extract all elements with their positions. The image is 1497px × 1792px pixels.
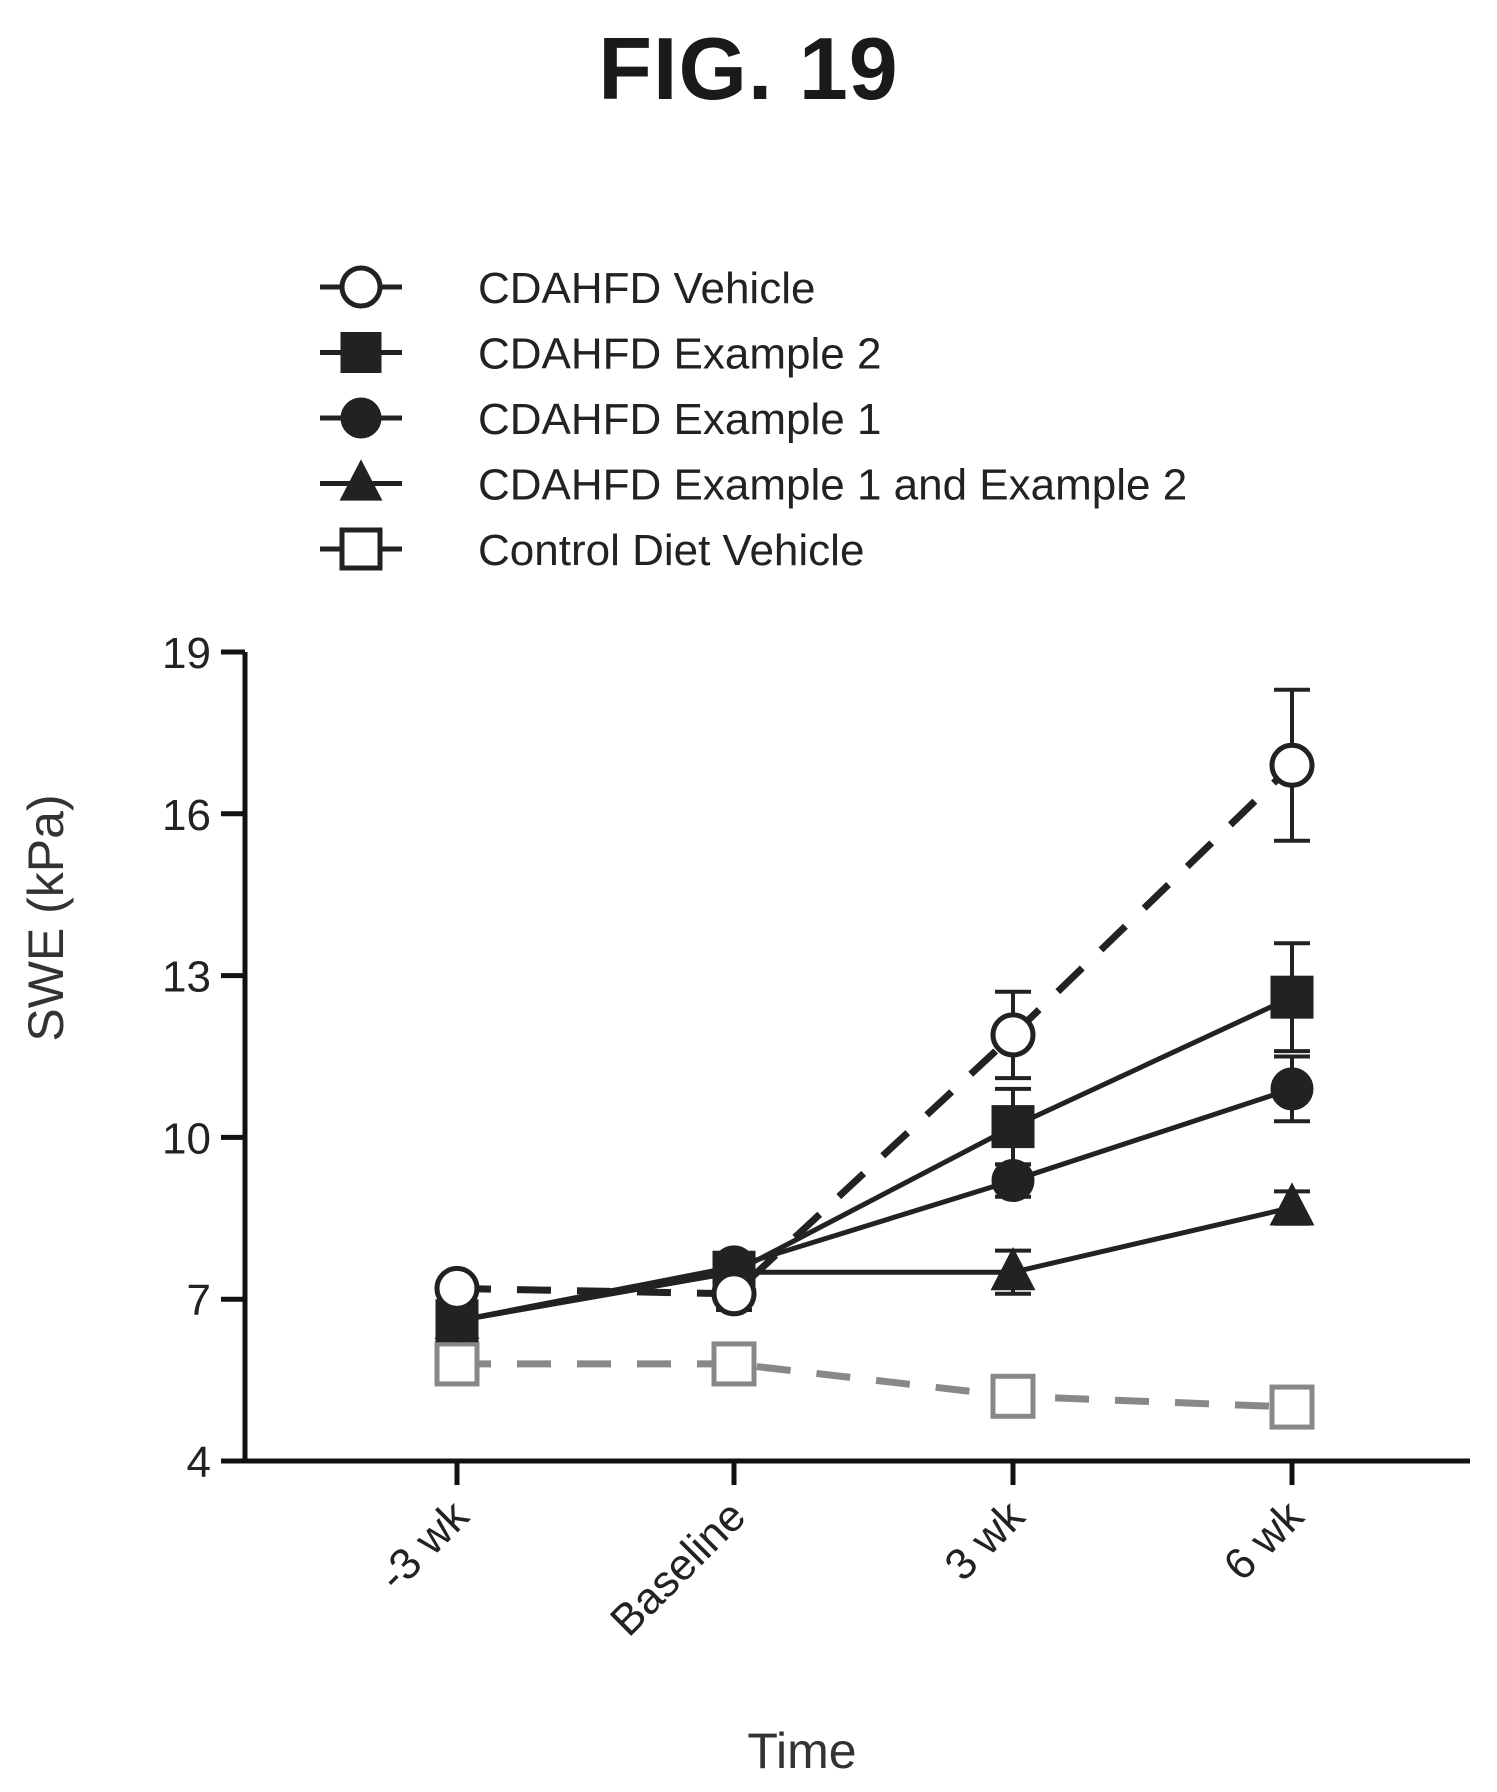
y-axis-title: SWE (kPa)	[18, 794, 74, 1041]
legend-label: CDAHFD Example 1 and Example 2	[478, 461, 1187, 510]
data-point	[1270, 975, 1314, 1019]
data-point	[990, 1246, 1036, 1291]
data-point	[711, 1271, 757, 1317]
y-tick-label: 10	[162, 1114, 211, 1163]
data-point	[340, 332, 382, 373]
x-tick-label: 6 wk	[1214, 1491, 1313, 1590]
series-cdahfd-example-2	[435, 941, 1314, 1343]
x-tick-label: -3 wk	[369, 1491, 479, 1601]
series-line	[457, 1360, 1293, 1411]
data-point	[340, 397, 382, 439]
data-point	[991, 1105, 1035, 1149]
legend-item: CDAHFD Example 2	[320, 330, 881, 379]
series-control-diet-vehicle	[434, 1341, 1315, 1430]
legend-item: Control Diet Vehicle	[320, 526, 864, 575]
y-axis-ticks: 4 7 10 13 16 19	[162, 629, 245, 1487]
y-tick-label: 4	[187, 1438, 211, 1487]
data-point	[1270, 1067, 1314, 1111]
data-point	[434, 1265, 480, 1311]
figure-title: FIG. 19	[598, 19, 899, 118]
x-tick-label: Baseline	[601, 1491, 755, 1645]
data-point	[434, 1341, 480, 1387]
data-point	[1269, 742, 1315, 788]
data-point	[711, 1341, 757, 1387]
data-point	[339, 527, 383, 571]
data-point	[1269, 1182, 1315, 1226]
legend-label: CDAHFD Example 1	[478, 395, 881, 444]
y-tick-label: 19	[162, 629, 211, 678]
legend-label: CDAHFD Vehicle	[478, 264, 815, 313]
x-axis-title: Time	[747, 1723, 856, 1779]
data-point	[339, 265, 383, 309]
series-cdahfd-vehicle	[434, 687, 1315, 1317]
y-tick-label: 7	[187, 1276, 211, 1325]
legend-label: Control Diet Vehicle	[478, 526, 864, 575]
data-point	[339, 459, 383, 501]
data-point	[991, 1159, 1035, 1203]
x-tick-label: 3 wk	[935, 1491, 1034, 1590]
data-point	[1269, 1384, 1315, 1430]
legend-label: CDAHFD Example 2	[478, 330, 881, 379]
legend-item: CDAHFD Example 1 and Example 2	[320, 459, 1187, 510]
series-line	[456, 994, 1294, 1324]
series-cdahfd-example-1-and-example-2	[434, 1182, 1315, 1339]
series-line	[456, 762, 1295, 1298]
data-point	[990, 1373, 1036, 1419]
series-line	[456, 1086, 1293, 1324]
data-point	[990, 1012, 1036, 1058]
chart-legend: CDAHFD Vehicle CDAHFD Example 2 CDAHFD Exa…	[320, 264, 1187, 575]
legend-item: CDAHFD Vehicle	[320, 264, 815, 313]
legend-item: CDAHFD Example 1	[320, 395, 881, 444]
y-tick-label: 13	[162, 953, 211, 1002]
x-axis-ticks: -3 wk Baseline 3 wk 6 wk	[369, 1461, 1314, 1645]
y-tick-label: 16	[162, 791, 211, 840]
plot-area	[434, 687, 1315, 1430]
